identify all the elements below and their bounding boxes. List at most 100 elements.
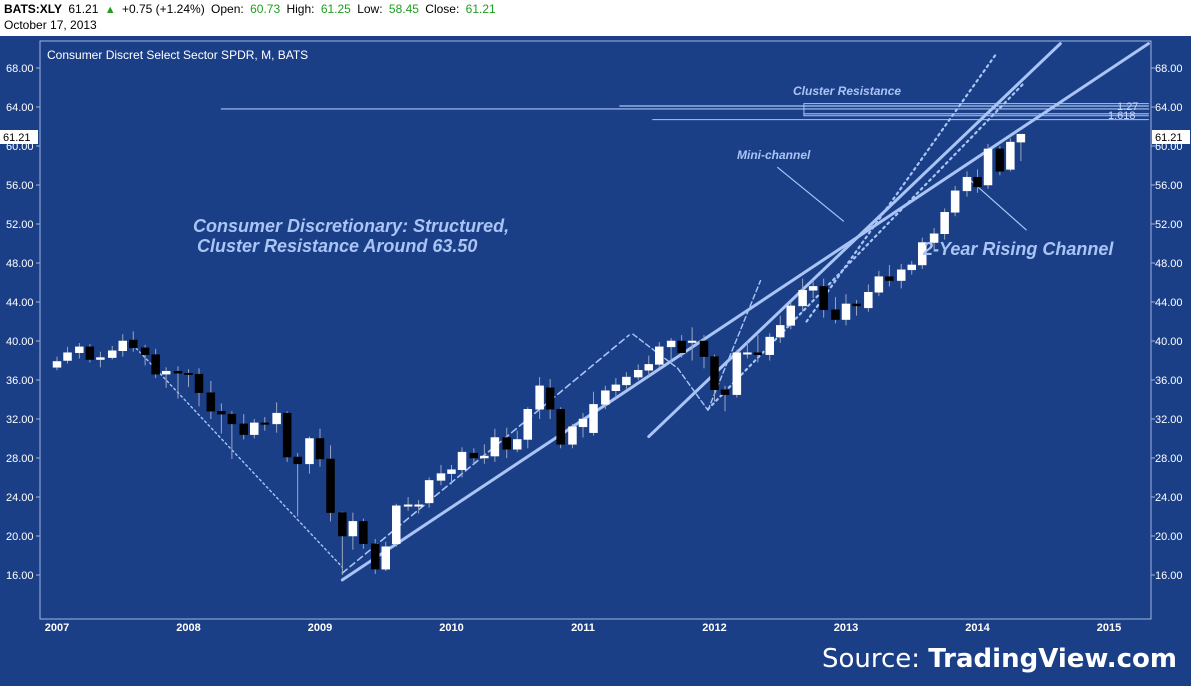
fib-127-label: 1.27	[1117, 101, 1138, 113]
candle-down	[194, 373, 204, 393]
candle-down	[151, 354, 160, 375]
candle-down	[677, 340, 686, 353]
candle-up	[161, 370, 171, 375]
candle-up	[611, 384, 621, 391]
candle-up	[96, 357, 105, 360]
x-tick-label: 2014	[965, 622, 990, 634]
candle-down	[556, 409, 565, 445]
x-tick-label: 2013	[834, 622, 858, 634]
candle-up	[589, 404, 598, 433]
quote-date: October 17, 2013	[4, 18, 97, 32]
candle-up	[535, 385, 544, 410]
candle-down	[206, 392, 216, 412]
low-label: Low:	[357, 2, 383, 16]
last-price-tag-left: 61.21	[0, 130, 38, 144]
candle-down	[315, 438, 325, 460]
y-tick-label-left: 36.00	[6, 375, 34, 387]
candle-down	[370, 543, 380, 570]
y-tick-label-right: 20.00	[1155, 531, 1183, 543]
open-value: 60.73	[250, 2, 281, 16]
candle-up	[962, 176, 972, 192]
cluster-resistance-label: Cluster Resistance	[793, 84, 901, 98]
candle-up	[118, 340, 127, 351]
last-price: 61.21	[68, 2, 99, 16]
candle-up	[414, 504, 423, 507]
candle-down	[753, 352, 763, 355]
source-prefix: Source:	[821, 644, 929, 674]
support-dashed-line	[341, 334, 630, 574]
x-tick-label: 2007	[45, 622, 69, 634]
y-tick-label-left: 40.00	[6, 336, 34, 348]
candle-down	[338, 512, 347, 537]
open-label: Open:	[211, 2, 244, 16]
x-tick-label: 2010	[439, 622, 463, 634]
candle-up	[1006, 141, 1015, 170]
candle-down	[239, 423, 248, 435]
candle-down	[502, 437, 511, 450]
candle-up	[687, 340, 697, 343]
y-tick-label-right: 48.00	[1155, 258, 1183, 270]
high-label: High:	[286, 2, 315, 16]
candle-up	[403, 504, 413, 507]
x-tick-label: 2015	[1097, 622, 1121, 634]
candle-up	[732, 352, 742, 395]
quote-header: BATS:XLY 61.21 ▲ +0.75 (+1.24%) Open: 60…	[0, 0, 1191, 36]
candle-up	[513, 439, 522, 450]
chart-title: Consumer Discret Select Sector SPDR, M, …	[47, 48, 308, 62]
price-change: +0.75 (+1.24%)	[121, 2, 205, 16]
y-tick-label-right: 56.00	[1155, 180, 1183, 192]
source-credit: Source: TradingView.com	[822, 644, 1177, 674]
candle-up	[929, 233, 939, 243]
up-triangle-icon: ▲	[104, 4, 116, 16]
candle-up	[272, 412, 281, 425]
candle-up	[1016, 133, 1026, 143]
mini-channel-lower	[706, 82, 1025, 411]
candle-up	[75, 346, 84, 353]
y-tick-label-right: 24.00	[1155, 492, 1183, 504]
y-tick-label-right: 44.00	[1155, 297, 1183, 309]
candle-down	[359, 521, 368, 545]
candle-up	[601, 390, 610, 405]
mini-channel-label: Mini-channel	[737, 148, 811, 162]
candle-up	[436, 473, 446, 481]
y-tick-label-left: 16.00	[6, 570, 34, 582]
candle-up	[447, 469, 456, 474]
chart-canvas[interactable]: 16.00 20.00 24.00 28.00 32.00 36.00 40.00 44.00…	[0, 36, 1191, 686]
close-label: Close:	[425, 2, 460, 16]
candle-up	[907, 264, 916, 271]
fib-1618-label: 1.618	[1108, 110, 1136, 122]
candle-down	[129, 339, 138, 349]
y-axis-right: 16.00 20.00 24.00 28.00 32.00 36.00 40.00 44.00…	[1151, 63, 1183, 582]
y-tick-label-left: 64.00	[6, 102, 34, 114]
candle-down	[173, 370, 183, 374]
candle-down	[973, 176, 982, 188]
candle-up	[644, 364, 653, 371]
candle-down	[217, 410, 226, 415]
candle-down	[720, 389, 730, 395]
y-tick-label-left: 28.00	[6, 453, 34, 465]
y-tick-label-left: 44.00	[6, 297, 34, 309]
headline-annotation-2: Cluster Resistance Around 63.50	[197, 236, 477, 256]
x-axis: 2007 2008 2009 2010 2011 2012 2013 2014 2015	[45, 622, 1121, 634]
candle-up	[457, 451, 467, 470]
y-tick-label-right: 64.00	[1155, 102, 1183, 114]
candle-up	[250, 422, 259, 435]
candle-up	[490, 437, 500, 457]
candle-up	[864, 292, 873, 309]
symbol[interactable]: BATS:XLY	[4, 2, 63, 16]
candle-down	[184, 372, 193, 375]
x-tick-label: 2012	[702, 622, 726, 634]
candle-up	[666, 340, 676, 348]
candle-down	[831, 309, 840, 320]
candle-up	[950, 190, 960, 213]
y-tick-label-left: 24.00	[6, 492, 34, 504]
candle-up	[578, 418, 588, 428]
candle-up	[633, 370, 643, 378]
candle-down	[326, 458, 335, 513]
candles	[52, 133, 1026, 575]
candle-down	[282, 412, 292, 458]
candle-down	[140, 347, 150, 355]
candle-up	[52, 361, 62, 368]
candle-up	[622, 376, 631, 386]
y-tick-label-left: 32.00	[6, 414, 34, 426]
